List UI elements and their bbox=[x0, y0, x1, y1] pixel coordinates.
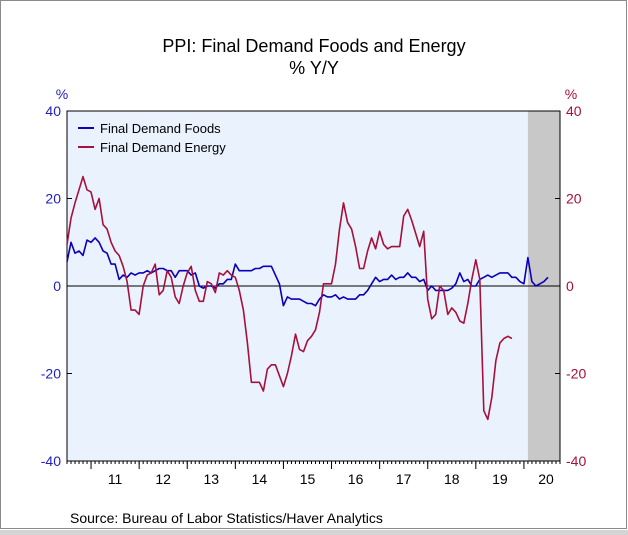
left-tick-label: 40 bbox=[45, 103, 61, 119]
right-tick-label: 20 bbox=[566, 191, 582, 207]
x-tick-label: 19 bbox=[492, 471, 508, 487]
x-tick-label: 14 bbox=[252, 471, 268, 487]
x-tick-label: 16 bbox=[348, 471, 364, 487]
source-note: Source: Bureau of Labor Statistics/Haver… bbox=[70, 510, 383, 526]
x-tick-label: 12 bbox=[155, 471, 171, 487]
x-tick-label: 11 bbox=[108, 471, 123, 487]
legend-label: Final Demand Energy bbox=[100, 140, 226, 155]
series-line-energy bbox=[66, 175, 513, 421]
series-line-foods bbox=[66, 237, 549, 307]
chart-subtitle: % Y/Y bbox=[289, 58, 339, 78]
right-axis-unit: % bbox=[565, 86, 577, 102]
right-tick-label: 0 bbox=[566, 278, 574, 294]
x-tick-label: 15 bbox=[300, 471, 316, 487]
chart-title: PPI: Final Demand Foods and Energy bbox=[162, 36, 465, 56]
x-tick-label: 17 bbox=[396, 471, 412, 487]
x-tick-label: 20 bbox=[538, 471, 554, 487]
left-tick-label: -20 bbox=[41, 366, 61, 382]
left-tick-label: 20 bbox=[45, 191, 61, 207]
right-tick-label: -40 bbox=[566, 453, 586, 469]
legend-label: Final Demand Foods bbox=[100, 121, 221, 136]
left-tick-label: 0 bbox=[53, 278, 61, 294]
left-tick-label: -40 bbox=[41, 453, 61, 469]
right-tick-label: 40 bbox=[566, 103, 582, 119]
x-tick-label: 13 bbox=[204, 471, 220, 487]
x-tick-label: 18 bbox=[444, 471, 460, 487]
left-axis-unit: % bbox=[56, 86, 68, 102]
right-tick-label: -20 bbox=[566, 366, 586, 382]
